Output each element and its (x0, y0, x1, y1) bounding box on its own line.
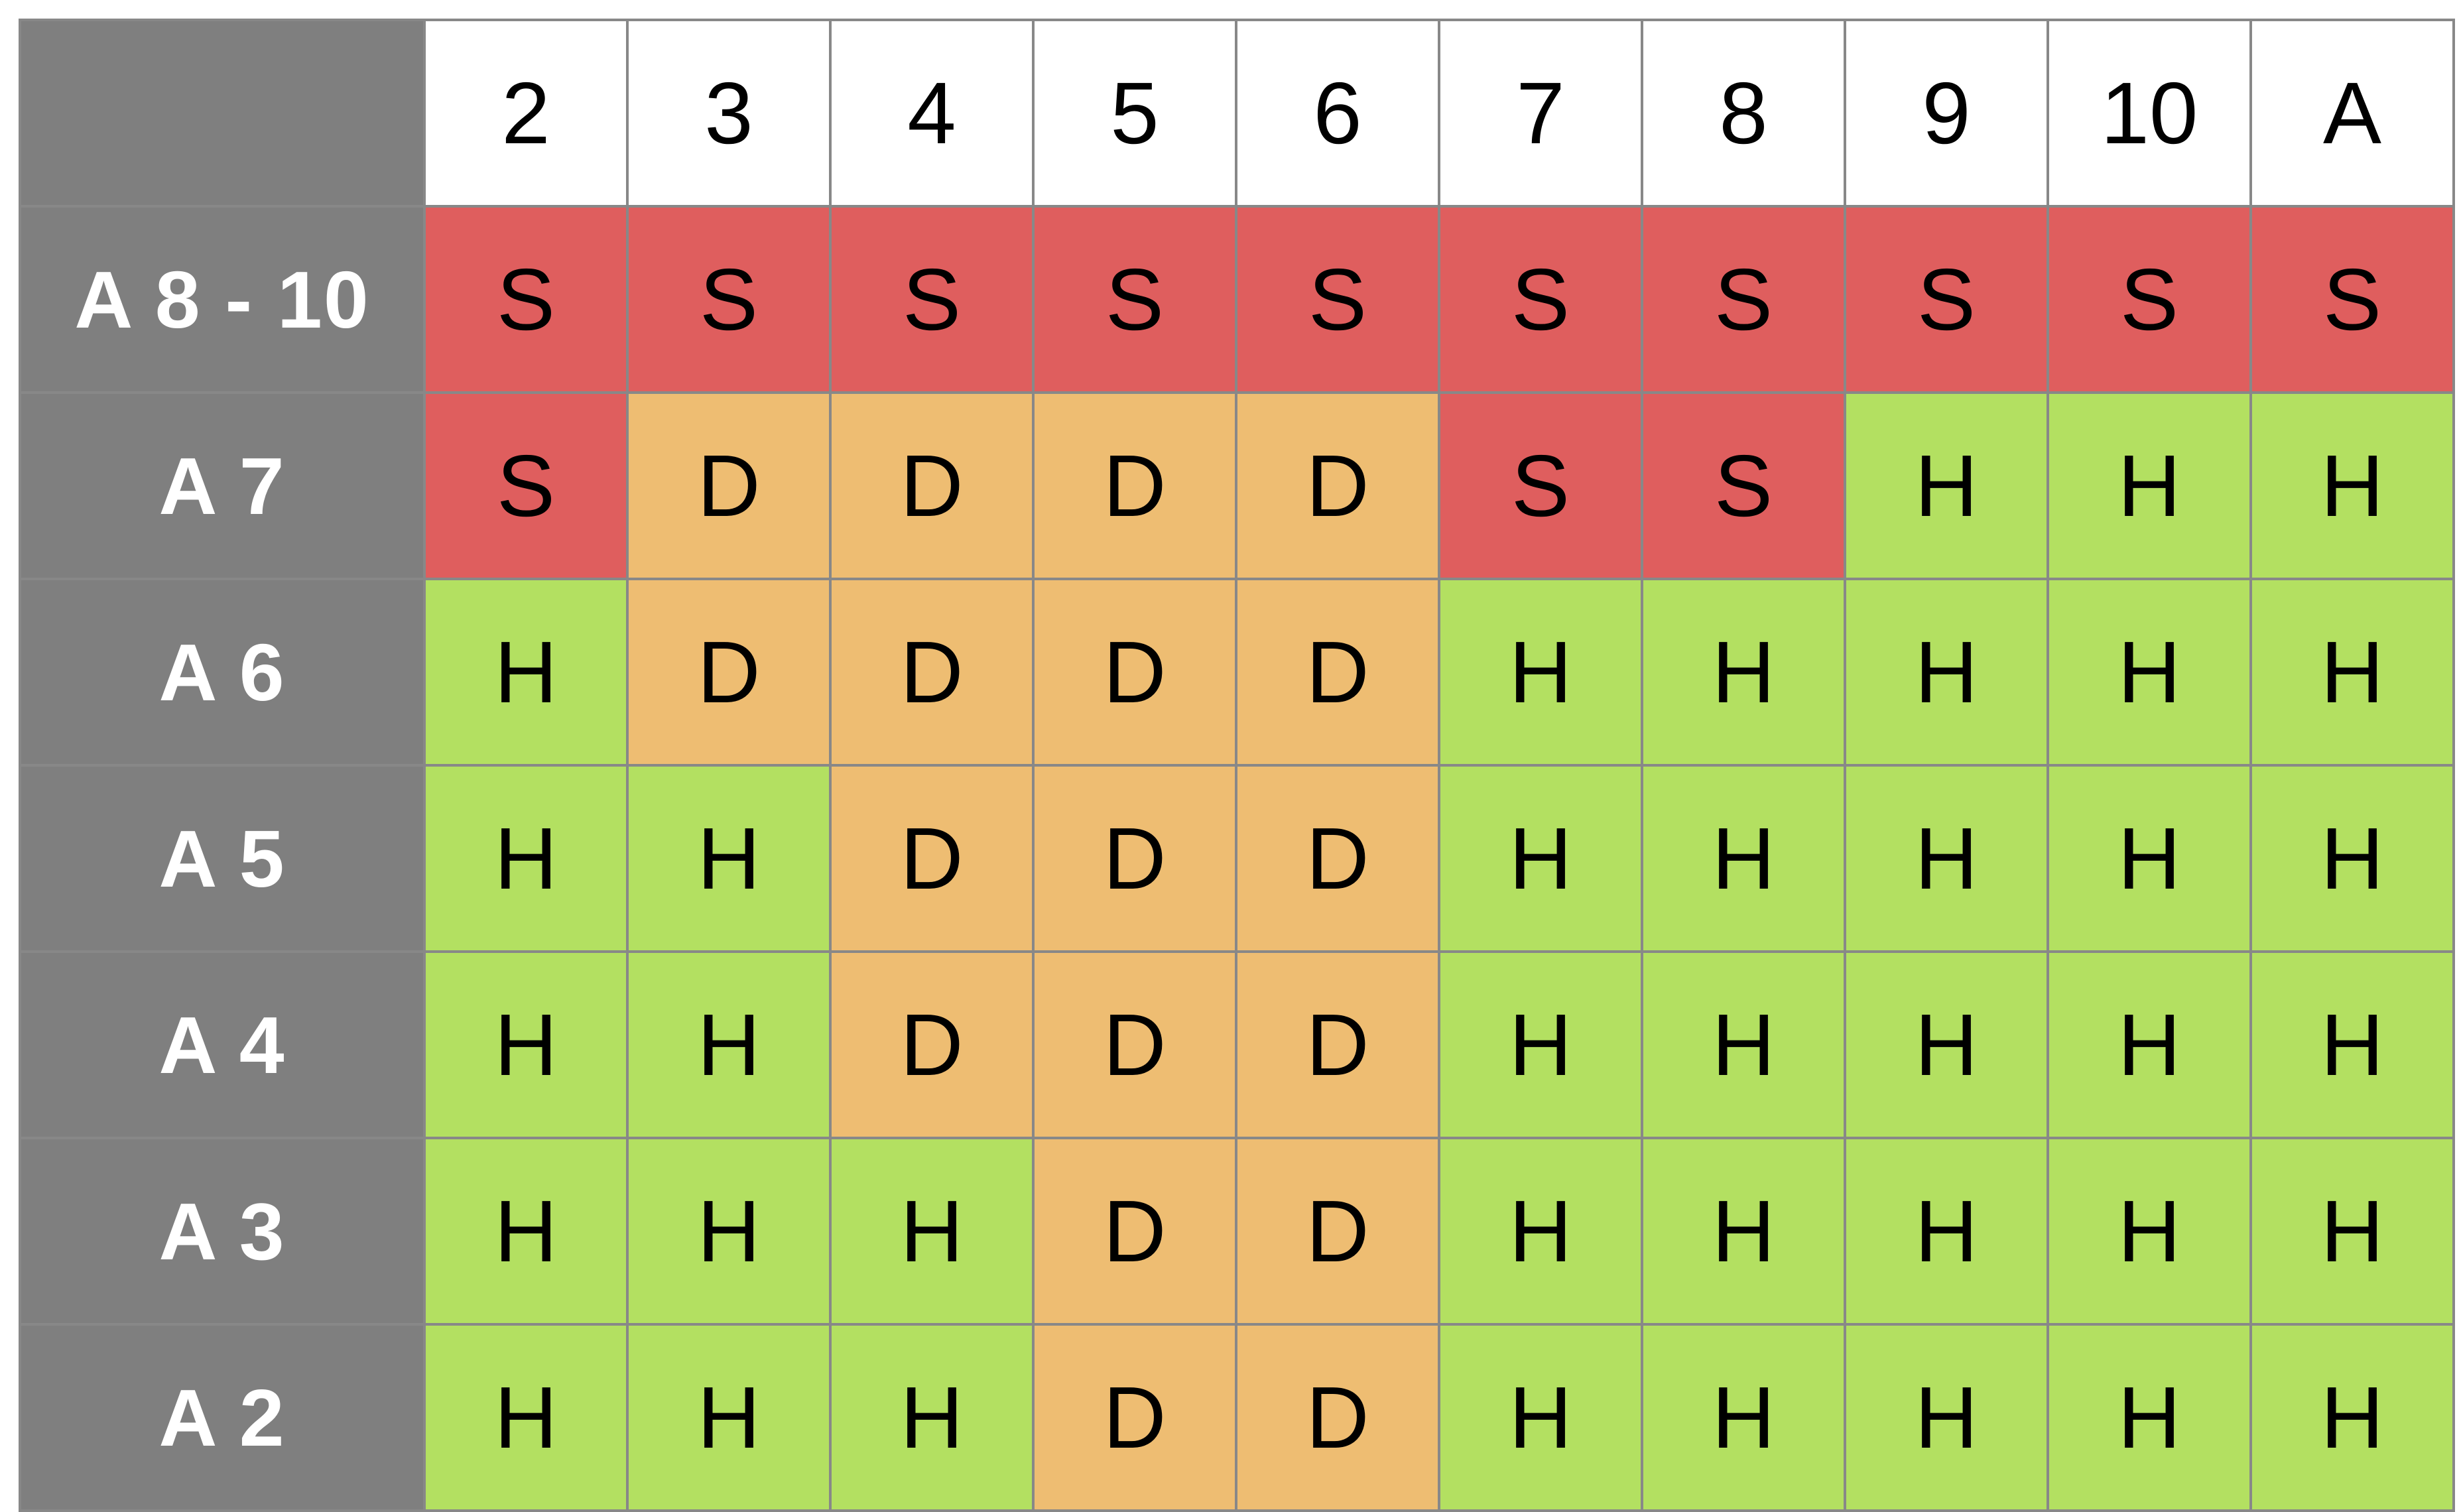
action-cell: D (829, 391, 1035, 580)
action-cell: D (1235, 1137, 1440, 1326)
action-cell: H (626, 1323, 832, 1512)
action-cell: H (2249, 1323, 2455, 1512)
action-cell: D (1032, 950, 1237, 1139)
dealer-card-header: 4 (829, 19, 1035, 208)
action-cell: S (1641, 391, 1846, 580)
action-cell: D (829, 764, 1035, 953)
hand-row: A 8 - 10 S S S S S S S S S S (19, 205, 2455, 394)
action-cell: D (829, 578, 1035, 767)
action-cell: H (1844, 950, 2049, 1139)
action-cell: S (1235, 205, 1440, 394)
action-cell: H (423, 1323, 629, 1512)
action-cell: H (423, 1137, 629, 1326)
action-cell: H (2047, 764, 2252, 953)
action-cell: D (1032, 578, 1237, 767)
action-cell: H (2249, 391, 2455, 580)
action-cell: D (1032, 764, 1237, 953)
action-cell: S (1438, 205, 1643, 394)
action-cell: H (2047, 1137, 2252, 1326)
player-hand-label: A 4 (19, 950, 426, 1139)
player-hand-label: A 3 (19, 1137, 426, 1326)
action-cell: D (626, 391, 832, 580)
dealer-card-header: A (2249, 19, 2455, 208)
action-cell: H (1641, 764, 1846, 953)
action-cell: S (2249, 205, 2455, 394)
action-cell: D (1235, 391, 1440, 580)
action-cell: S (829, 205, 1035, 394)
action-cell: H (423, 578, 629, 767)
dealer-card-header: 3 (626, 19, 832, 208)
action-cell: S (1438, 391, 1643, 580)
action-cell: D (1032, 1323, 1237, 1512)
dealer-card-header: 10 (2047, 19, 2252, 208)
action-cell: H (1641, 1323, 1846, 1512)
action-cell: H (1844, 578, 2049, 767)
action-cell: H (2047, 391, 2252, 580)
action-cell: H (423, 950, 629, 1139)
dealer-card-header: 7 (1438, 19, 1643, 208)
action-cell: H (1438, 1323, 1643, 1512)
action-cell: D (1235, 1323, 1440, 1512)
action-cell: H (2047, 1323, 2252, 1512)
action-cell: H (1438, 950, 1643, 1139)
player-hand-label: A 2 (19, 1323, 426, 1512)
action-cell: H (1641, 578, 1846, 767)
action-cell: H (2249, 764, 2455, 953)
action-cell: H (626, 1137, 832, 1326)
action-cell: H (2249, 578, 2455, 767)
action-cell: D (1235, 764, 1440, 953)
action-cell: H (1641, 1137, 1846, 1326)
dealer-header-row: 2 3 4 5 6 7 8 9 10 A (19, 19, 2455, 208)
dealer-card-header: 6 (1235, 19, 1440, 208)
action-cell: H (626, 764, 832, 953)
action-cell: H (829, 1323, 1035, 1512)
dealer-card-header: 9 (1844, 19, 2049, 208)
action-cell: H (1641, 950, 1846, 1139)
action-cell: H (2047, 950, 2252, 1139)
dealer-card-header: 5 (1032, 19, 1237, 208)
action-cell: S (1844, 205, 2049, 394)
action-cell: D (829, 950, 1035, 1139)
action-cell: D (1235, 578, 1440, 767)
action-cell: H (1438, 1137, 1643, 1326)
action-cell: S (2047, 205, 2252, 394)
action-cell: S (423, 391, 629, 580)
action-cell: H (1438, 764, 1643, 953)
action-cell: D (1032, 1137, 1237, 1326)
action-cell: D (626, 578, 832, 767)
player-hand-label: A 5 (19, 764, 426, 953)
action-cell: H (626, 950, 832, 1139)
action-cell: H (2249, 1137, 2455, 1326)
action-cell: H (1844, 391, 2049, 580)
soft-hands-strategy-chart: 2 3 4 5 6 7 8 9 10 A A 8 - 10 S S S S S S S S S S A… (19, 19, 2455, 1512)
player-hand-label: A 7 (19, 391, 426, 580)
action-cell: H (1844, 1137, 2049, 1326)
corner-cell (19, 19, 426, 208)
action-cell: H (1844, 1323, 2049, 1512)
action-cell: H (1844, 764, 2049, 953)
action-cell: H (2047, 578, 2252, 767)
action-cell: S (1032, 205, 1237, 394)
action-cell: H (829, 1137, 1035, 1326)
action-cell: H (1438, 578, 1643, 767)
strategy-table: 2 3 4 5 6 7 8 9 10 A A 8 - 10 S S S S S S S S S S A… (19, 19, 2455, 1512)
action-cell: H (423, 764, 629, 953)
action-cell: S (1641, 205, 1846, 394)
action-cell: H (2249, 950, 2455, 1139)
dealer-card-header: 8 (1641, 19, 1846, 208)
action-cell: S (423, 205, 629, 394)
player-hand-label: A 6 (19, 578, 426, 767)
action-cell: D (1032, 391, 1237, 580)
dealer-card-header: 2 (423, 19, 629, 208)
player-hand-label: A 8 - 10 (19, 205, 426, 394)
action-cell: S (626, 205, 832, 394)
action-cell: D (1235, 950, 1440, 1139)
